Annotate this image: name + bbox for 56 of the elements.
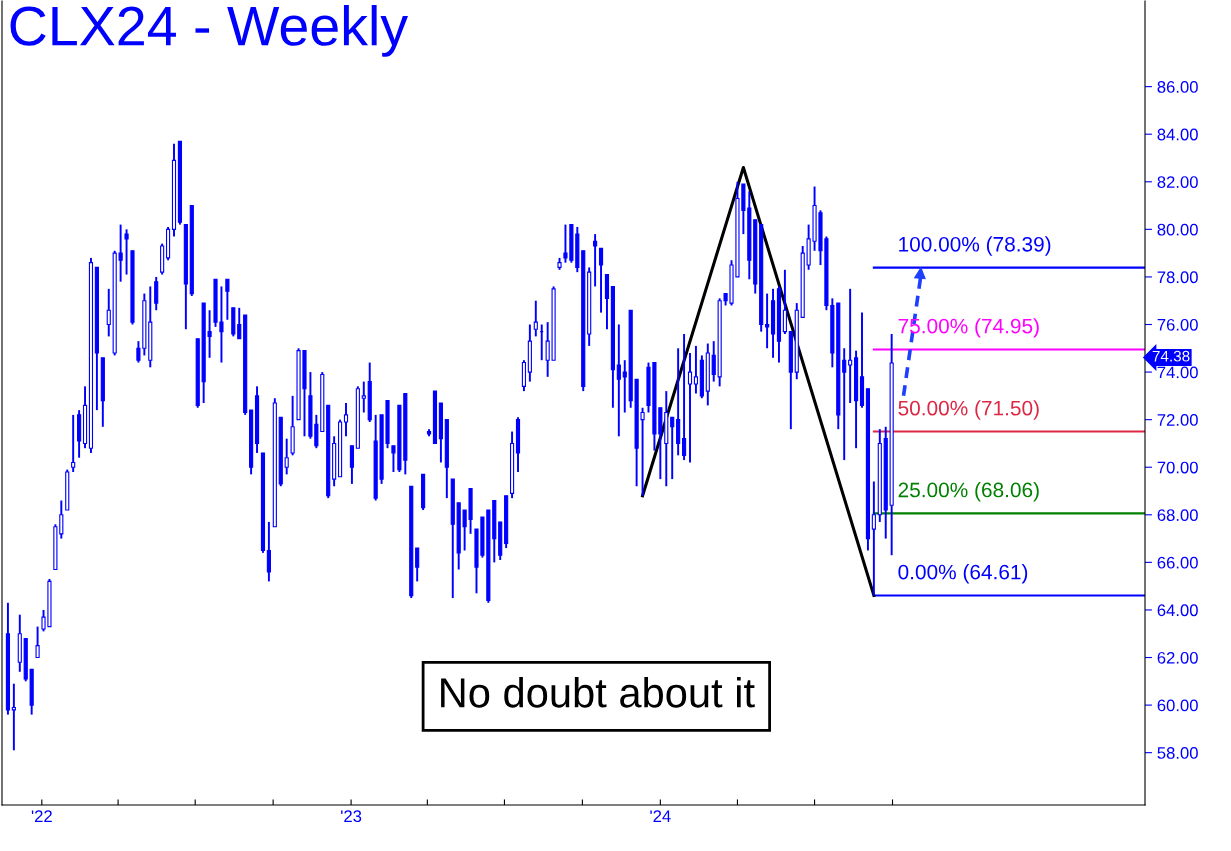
candlestick [598,247,604,314]
y-tick-label: 80.00 [1157,223,1198,236]
candlestick [693,344,699,395]
candlestick [622,359,627,414]
annotation: No doubt about it [441,677,755,708]
y-tick-label: 84.00 [1157,128,1198,141]
x-tick-label: '24 [650,810,671,822]
y-tick-label: 60.00 [1157,699,1198,712]
candlestick [676,347,681,457]
candlestick [237,306,242,340]
candlestick [35,625,40,659]
candlestick [343,402,349,438]
y-tick-label: 78.00 [1157,271,1198,284]
y-tick-label: 58.00 [1157,747,1198,759]
y-tick-label: 62.00 [1157,651,1198,664]
x-tick-label: '23 [341,810,362,823]
candlestick [604,273,610,331]
candlestick [361,380,366,414]
ref-line-label: 50.00% (71.50) [898,400,1039,420]
y-tick-label: 64.00 [1157,604,1198,617]
y-tick-label: 82.00 [1157,176,1198,188]
y-tick-label: 66.00 [1157,556,1198,569]
x-tick-label: '22 [31,810,52,822]
y-tick-label: 72.00 [1157,414,1198,426]
text: 74.38 [1152,350,1190,362]
chart-title: CLX24 - Weekly [10,5,409,57]
candlestick [842,347,847,462]
candlestick [415,547,420,583]
candlestick [225,278,230,321]
candlestick [533,299,538,338]
candlestick [670,416,675,481]
candlestick [848,287,853,404]
y-tick-label: 76.00 [1157,318,1198,331]
candlestick [11,682,16,752]
y-tick-label: 86.00 [1157,81,1198,93]
candlestick [687,352,693,464]
candlestick [124,228,129,276]
ref-line-label: 100.00% (78.39) [899,236,1051,256]
candlestick [593,233,598,288]
y-tick-label: 74.00 [1157,366,1198,379]
candlestick [765,292,770,350]
ref-line-label: 75.00% (74.95) [898,318,1039,338]
candlestick [71,413,76,473]
y-tick-label: 70.00 [1157,461,1198,474]
candlestick [284,437,289,476]
candlestick [106,287,111,338]
ref-line-label: 0.00% (64.61) [898,564,1028,584]
candlestick [681,333,687,462]
candlestick [521,359,527,393]
candlestick [154,275,159,312]
y-tick-label: 68.00 [1157,509,1198,521]
ref-line-label: 25.00% (68.06) [898,482,1039,502]
candlestick [349,444,355,485]
candlestick [616,323,621,438]
candlestick [266,520,271,583]
candlestick [782,268,787,335]
